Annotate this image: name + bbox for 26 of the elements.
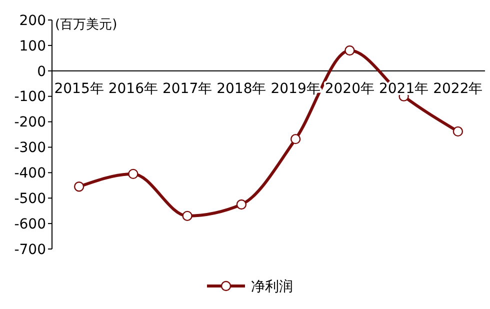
x-tick-label: 2018年 (216, 80, 266, 97)
x-tick-label: 2020年 (324, 80, 375, 97)
point (128, 168, 138, 180)
x-tick-label: 2019年 (270, 80, 320, 97)
point (290, 134, 301, 144)
y-tick-label: -200 (14, 114, 46, 131)
point (182, 210, 192, 222)
y-tick-label: -600 (14, 216, 46, 232)
x-tick-label: 2017年 (162, 80, 212, 97)
y-tick-label: -500 (14, 191, 46, 208)
y-tick-label: -300 (14, 140, 46, 156)
x-tick-label: 2022年 (433, 80, 483, 97)
point (236, 199, 247, 210)
y-tick-label: 200 (19, 12, 46, 29)
point (74, 182, 84, 192)
legend-label: 净利润 (251, 278, 293, 295)
point (452, 126, 464, 137)
y-tick-label: -100 (14, 89, 46, 106)
y-tick-label: -400 (14, 166, 46, 182)
y-tick-label: 100 (19, 38, 46, 54)
y-axis-title: (百万美元) (55, 16, 118, 33)
point (344, 45, 355, 56)
y-tick-label: -700 (14, 242, 46, 258)
x-tick-label: 2016年 (108, 80, 158, 97)
x-tick-label: 2015年 (54, 80, 104, 97)
y-tick-label: 0 (37, 64, 46, 80)
